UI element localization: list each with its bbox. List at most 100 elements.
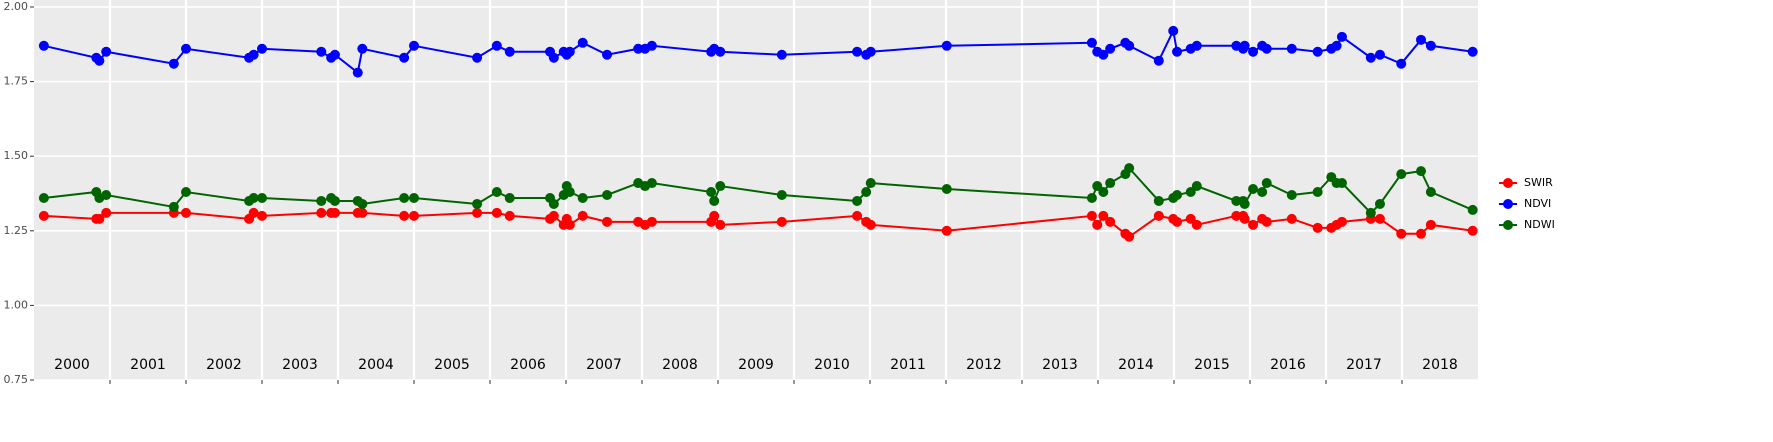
point bbox=[1092, 219, 1103, 230]
point bbox=[1331, 40, 1342, 51]
point bbox=[316, 46, 327, 57]
legend-label: NDWI bbox=[1524, 218, 1555, 231]
y-tick-label: 1.00 bbox=[4, 298, 29, 311]
point bbox=[472, 207, 483, 218]
legend-key bbox=[1503, 220, 1513, 230]
point bbox=[1231, 210, 1242, 221]
point bbox=[1286, 189, 1297, 200]
point bbox=[1191, 219, 1202, 230]
point bbox=[1098, 49, 1109, 60]
point bbox=[1312, 46, 1323, 57]
point bbox=[316, 207, 327, 218]
point bbox=[409, 192, 419, 203]
point bbox=[776, 189, 787, 200]
point bbox=[1191, 40, 1202, 51]
point bbox=[1374, 213, 1385, 224]
y-tick-label: 1.50 bbox=[4, 149, 29, 162]
point bbox=[1191, 181, 1202, 192]
point bbox=[38, 40, 49, 51]
point bbox=[1257, 187, 1268, 198]
point bbox=[101, 207, 112, 218]
point bbox=[38, 192, 49, 203]
year-label: 2004 bbox=[358, 357, 394, 373]
point bbox=[941, 40, 952, 51]
year-label: 2009 bbox=[738, 357, 774, 373]
point bbox=[1153, 210, 1164, 221]
point bbox=[1467, 46, 1478, 57]
point bbox=[1231, 195, 1242, 206]
point bbox=[633, 43, 644, 54]
point bbox=[1396, 58, 1407, 69]
point bbox=[1374, 198, 1385, 209]
point bbox=[564, 46, 575, 57]
year-label: 2013 bbox=[1042, 357, 1078, 373]
point bbox=[181, 207, 191, 218]
point bbox=[1425, 40, 1436, 51]
point bbox=[941, 184, 952, 195]
point bbox=[1261, 216, 1272, 227]
year-label: 2007 bbox=[586, 357, 622, 373]
point bbox=[861, 187, 872, 198]
point bbox=[1336, 31, 1347, 42]
point bbox=[1105, 178, 1116, 189]
point bbox=[1172, 189, 1183, 200]
point bbox=[646, 40, 657, 51]
point bbox=[1105, 216, 1116, 227]
point bbox=[1153, 55, 1164, 66]
point bbox=[1261, 43, 1272, 54]
point bbox=[491, 187, 502, 198]
y-tick-label: 2.00 bbox=[4, 0, 29, 13]
point bbox=[504, 210, 515, 221]
year-label: 2005 bbox=[434, 357, 470, 373]
point bbox=[715, 46, 726, 57]
year-label: 2017 bbox=[1346, 357, 1382, 373]
point bbox=[1416, 166, 1426, 177]
point bbox=[564, 219, 575, 230]
point bbox=[776, 49, 787, 60]
point bbox=[257, 192, 267, 203]
point bbox=[1172, 46, 1183, 57]
point bbox=[257, 43, 267, 54]
year-label: 2003 bbox=[282, 357, 318, 373]
point bbox=[1239, 198, 1250, 209]
point bbox=[548, 210, 559, 221]
point bbox=[357, 207, 368, 218]
point bbox=[329, 195, 340, 206]
year-label: 2016 bbox=[1270, 357, 1306, 373]
point bbox=[941, 225, 952, 236]
year-label: 2014 bbox=[1118, 357, 1154, 373]
point bbox=[329, 207, 340, 218]
y-tick-label: 1.75 bbox=[4, 75, 29, 88]
year-label: 2010 bbox=[814, 357, 850, 373]
point bbox=[577, 37, 588, 48]
panel bbox=[34, 0, 1478, 380]
point bbox=[865, 219, 876, 230]
point bbox=[1124, 163, 1135, 174]
legend-label: SWIR bbox=[1524, 176, 1553, 189]
point bbox=[316, 195, 327, 206]
point bbox=[1248, 46, 1259, 57]
point bbox=[709, 210, 720, 221]
year-label: 2006 bbox=[510, 357, 546, 373]
point bbox=[1365, 52, 1376, 63]
point bbox=[504, 46, 515, 57]
point bbox=[1086, 192, 1097, 203]
point bbox=[709, 195, 720, 206]
year-label: 2008 bbox=[662, 357, 698, 373]
point bbox=[852, 46, 863, 57]
point bbox=[1261, 178, 1272, 189]
point bbox=[646, 178, 657, 189]
point bbox=[548, 198, 559, 209]
point bbox=[1172, 216, 1183, 227]
point bbox=[101, 46, 112, 57]
point bbox=[577, 192, 588, 203]
point bbox=[1416, 228, 1426, 239]
point bbox=[1168, 25, 1179, 36]
point bbox=[94, 213, 105, 224]
point bbox=[706, 187, 717, 198]
point bbox=[1286, 213, 1297, 224]
point bbox=[1124, 40, 1135, 51]
point bbox=[1312, 187, 1323, 198]
point bbox=[1416, 34, 1426, 45]
